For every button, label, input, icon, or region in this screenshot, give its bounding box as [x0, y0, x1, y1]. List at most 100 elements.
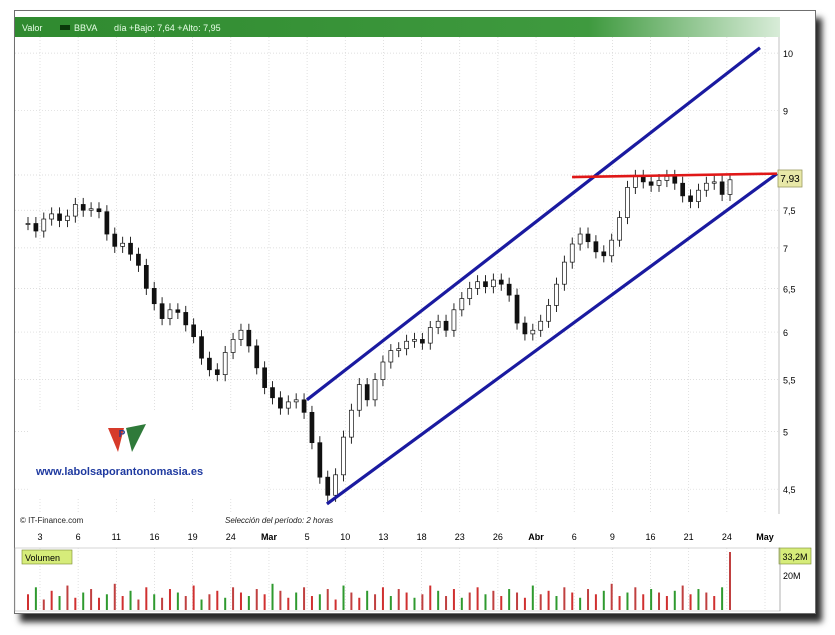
candle-body [207, 357, 212, 371]
candle-body [396, 348, 402, 351]
volume-bar [579, 597, 582, 610]
volume-bar [468, 592, 471, 610]
price-tick-label: 6,5 [783, 284, 796, 294]
logo-left-icon [108, 428, 124, 452]
candle-body [25, 223, 31, 225]
ticker-label: BBVA [74, 23, 97, 33]
candle-body [191, 324, 196, 338]
period-note: Selección del período: 2 horas [225, 516, 333, 525]
x-tick-label: May [756, 532, 774, 542]
volume-bar [650, 589, 653, 610]
x-tick-label: 23 [455, 532, 465, 542]
volume-bar [658, 592, 661, 610]
candle-body [562, 261, 567, 285]
volume-bar [681, 585, 684, 610]
candle-body [175, 309, 181, 313]
volume-bar [642, 594, 645, 610]
candle-body [230, 339, 236, 353]
candle-body [380, 361, 386, 380]
candle-body [703, 182, 709, 191]
candle-body [278, 397, 283, 409]
volume-bar [374, 594, 377, 610]
volume-bar [224, 597, 227, 610]
candle-body [483, 281, 488, 288]
volume-bar [82, 592, 85, 610]
candle-body [199, 336, 204, 359]
candle-body [672, 176, 678, 184]
x-tick-label: Mar [261, 532, 278, 542]
x-tick-label: Abr [528, 532, 544, 542]
x-tick-label: 21 [684, 532, 694, 542]
volume-bar [129, 590, 132, 610]
candle-body [546, 305, 551, 322]
lower-channel-line [326, 172, 778, 506]
volume-bar [587, 589, 590, 610]
volume-bar [192, 585, 195, 610]
candle-body [498, 279, 504, 285]
candle-body [33, 223, 39, 232]
x-tick-label: 5 [305, 532, 310, 542]
candle-body [104, 211, 110, 235]
x-tick-label: 9 [610, 532, 615, 542]
candle-body [459, 298, 465, 311]
volume-bar [602, 590, 605, 610]
candle-body [593, 241, 599, 253]
volume-bar [516, 592, 519, 610]
candle-body [41, 218, 47, 232]
volume-bar [74, 597, 77, 610]
candle-body [475, 281, 480, 289]
candle-body [569, 243, 575, 263]
volume-bar [713, 596, 716, 610]
volume-bar [121, 596, 124, 610]
volume-bar [358, 597, 361, 610]
volume-bar [66, 585, 69, 610]
volume-bar [161, 597, 164, 610]
candle-body [309, 411, 315, 444]
logo-letter: P [119, 429, 126, 440]
candle-body [143, 264, 149, 289]
volume-bar [334, 599, 337, 610]
candle-body [372, 379, 378, 401]
candle-body [301, 399, 307, 413]
volume-bar [208, 594, 211, 610]
candle-body [617, 217, 622, 241]
volume-bar [492, 590, 495, 610]
candle-body [159, 303, 165, 319]
volume-bar [721, 587, 724, 610]
volume-tick-20m: 20M [783, 571, 801, 581]
price-tick-label: 7,5 [783, 206, 796, 216]
candle-body [640, 176, 646, 183]
x-axis-band [15, 527, 780, 545]
price-tick-label: 10 [783, 49, 793, 59]
volume-bar [113, 583, 116, 610]
volume-bar [295, 592, 298, 610]
volume-bar [279, 590, 282, 610]
candle-body [254, 345, 260, 369]
price-axis: 10987,576,565,554,5 [778, 37, 796, 514]
candle-body [222, 352, 228, 376]
volume-bars [27, 552, 731, 610]
volume-bar [460, 597, 463, 610]
volume-bar [547, 590, 550, 610]
x-tick-label: 19 [188, 532, 198, 542]
candle-body [625, 187, 630, 218]
volume-bar [429, 585, 432, 610]
candle-body [96, 208, 102, 213]
candle-body [530, 329, 536, 335]
candle-body [412, 339, 417, 342]
candle-body [333, 474, 338, 496]
candle-body [506, 283, 512, 296]
candle-body [128, 242, 133, 255]
candle-body [711, 181, 717, 184]
copyright-label: © IT-Finance.com [20, 516, 84, 525]
volume-bar [263, 594, 266, 610]
volume-bar [27, 594, 29, 610]
x-tick-label: 18 [417, 532, 427, 542]
volume-bar [413, 597, 416, 610]
price-tick-label: 5,5 [783, 376, 796, 386]
x-tick-label: 24 [226, 532, 236, 542]
price-tick-label: 4,5 [783, 485, 796, 495]
volume-bar [610, 583, 613, 610]
candle-body [285, 401, 291, 409]
